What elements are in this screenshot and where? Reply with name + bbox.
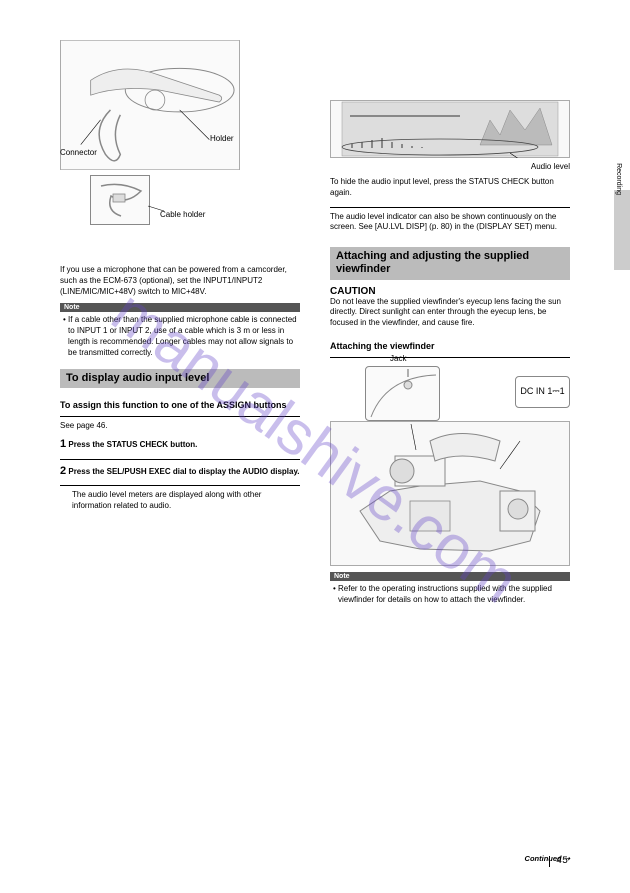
attach-viewfinder-subheading: Attaching the viewfinder (330, 341, 570, 352)
jack-inset (365, 366, 440, 421)
caution-label: CAUTION (330, 286, 570, 297)
divider-r2 (330, 357, 570, 358)
audio-level-label: Audio level (330, 162, 570, 171)
step-1: 1 Press the STATUS CHECK button. (60, 437, 300, 452)
note-text-left: If a cable other than the supplied micro… (68, 315, 297, 356)
assign-subheading: To assign this function to one of the AS… (60, 400, 300, 411)
divider-1 (60, 416, 300, 417)
audio-level-screen (330, 100, 570, 158)
page-number: 45 (549, 856, 568, 867)
step-2-num: 2 (60, 465, 66, 477)
note-bullet-left: • If a cable other than the supplied mic… (60, 315, 300, 358)
dcin-inset: DC IN 1⎓1 (515, 376, 570, 408)
hide-audio-para: To hide the audio input level, press the… (330, 177, 570, 199)
divider-3 (60, 485, 300, 486)
continued-label: Continued ➝ (330, 854, 570, 863)
left-column: Holder Connector Cable holder If you use… (60, 40, 300, 863)
step-1-text: Press the STATUS CHECK button. (68, 440, 197, 449)
note-label-left: Note (60, 303, 300, 312)
label-jack: Jack (390, 354, 406, 363)
assign-text: See page 46. (60, 421, 300, 432)
note-text-right: Refer to the operating instructions supp… (338, 584, 552, 604)
au-lvl-disp-para: The audio level indicator can also be sh… (330, 212, 570, 234)
mic-power-paragraph: If you use a microphone that can be powe… (60, 265, 300, 297)
right-column: Audio level To hide the audio input leve… (330, 40, 570, 863)
step-1-num: 1 (60, 438, 66, 450)
viewfinder-heading: Attaching and adjusting the supplied vie… (330, 247, 570, 279)
label-connector: Connector (60, 148, 97, 157)
cable-holder-inset (90, 175, 150, 225)
step-2: 2 Press the SEL/PUSH EXEC dial to displa… (60, 464, 300, 479)
caution-text: Do not leave the supplied viewfinder's e… (330, 297, 570, 329)
divider-r1 (330, 207, 570, 208)
note-bullet-right: • Refer to the operating instructions su… (330, 584, 570, 606)
audio-level-heading: To display audio input level (60, 369, 300, 388)
side-tab-bg (614, 190, 630, 270)
step-2-text: Press the SEL/PUSH EXEC dial to display … (68, 467, 299, 476)
divider-2 (60, 459, 300, 460)
note-label-right: Note (330, 572, 570, 581)
label-holder: Holder (210, 134, 234, 143)
step-2-paragraph: The audio level meters are displayed alo… (72, 490, 300, 512)
side-tab-label: Recording (615, 163, 622, 195)
camcorder-diagram (330, 421, 570, 566)
